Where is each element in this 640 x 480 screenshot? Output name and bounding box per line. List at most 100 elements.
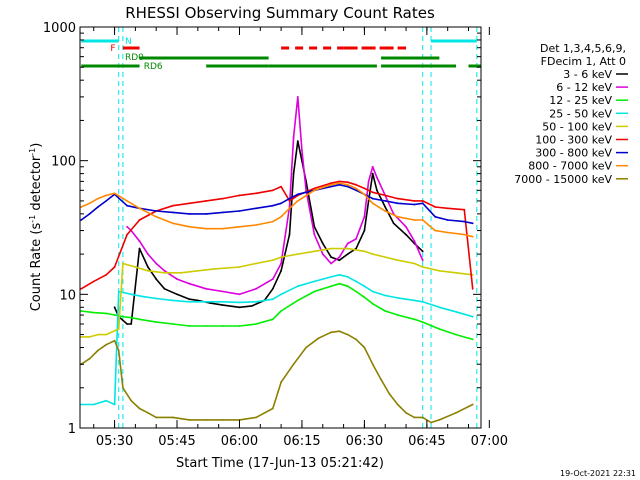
series-3-point-1	[92, 403, 95, 406]
series-7-point-9	[188, 225, 191, 228]
series-6-point-11	[221, 211, 224, 214]
series-8-point-17	[271, 407, 274, 410]
legend-label-5: 100 - 300 keV	[535, 134, 612, 147]
series-2-point-2	[105, 312, 108, 315]
legend-label-8: 7000 - 15000 keV	[514, 173, 612, 186]
series-5-point-0	[80, 287, 83, 290]
series-5-point-28	[434, 206, 437, 208]
series-4-point-18	[330, 247, 332, 250]
series-3-point-5	[130, 293, 133, 296]
series-6-point-12	[238, 210, 241, 212]
series-line-0	[113, 140, 424, 325]
series-4-point-8	[163, 271, 166, 274]
series-line-1	[126, 96, 424, 296]
series-0-point-37	[421, 250, 424, 253]
series-4-point-1	[88, 336, 91, 338]
series-0-point-24	[321, 242, 324, 245]
series-3-point-4	[117, 290, 120, 293]
series-7-point-26	[396, 215, 399, 218]
x-tick-label-5: 06:45	[408, 434, 445, 449]
series-8-point-2	[97, 349, 99, 352]
series-4-point-10	[196, 269, 199, 272]
legend-label-3: 25 - 50 keV	[549, 107, 612, 120]
series-5-point-12	[255, 192, 257, 195]
series-0-point-31	[371, 172, 374, 175]
series-0-point-5	[147, 266, 149, 268]
series-7-point-19	[330, 183, 332, 186]
legend: Det 1,3,4,5,6,9,FDecim 1, Att 03 - 6 keV…	[514, 42, 628, 186]
series-8-point-25	[355, 338, 357, 341]
series-2-point-25	[396, 314, 399, 316]
series-2-point-30	[471, 338, 474, 341]
series-8-point-36	[455, 411, 457, 414]
series-5	[80, 180, 474, 290]
series-8-point-35	[438, 419, 441, 421]
series-1-point-4	[155, 262, 158, 265]
y-tick-label-3: 1000	[43, 21, 76, 36]
series-0-point-29	[363, 229, 366, 232]
series-0-point-14	[251, 305, 253, 307]
series-3-point-22	[363, 285, 366, 288]
series-7-point-2	[97, 197, 99, 200]
series-5-point-26	[413, 200, 416, 202]
series-2-point-28	[438, 328, 441, 330]
series-6-point-32	[471, 222, 474, 225]
x-tick-label-0: 05:30	[96, 434, 133, 449]
series-6-point-15	[280, 202, 282, 205]
series-2-point-8	[172, 323, 174, 325]
series-5-point-25	[396, 197, 399, 200]
series-4-point-28	[471, 273, 474, 276]
series-6-point-16	[288, 197, 291, 200]
series-3-point-13	[255, 300, 257, 303]
series-0-point-25	[330, 256, 332, 258]
series-6	[80, 183, 474, 225]
x-tick-label-3: 06:15	[283, 434, 320, 449]
series-8-point-3	[105, 343, 108, 346]
series-0-point-7	[163, 287, 166, 290]
series-3-point-21	[355, 280, 357, 283]
series-line-7	[80, 182, 473, 238]
series-3-point-29	[455, 310, 457, 313]
series-5-point-3	[113, 266, 116, 268]
series-3-point-15	[280, 293, 282, 296]
series-6-point-31	[463, 220, 466, 223]
series-0-point-17	[280, 269, 282, 272]
series-6-point-28	[421, 202, 424, 205]
series-7-point-3	[105, 194, 108, 197]
series-7-point-4	[113, 192, 116, 195]
series-2-point-6	[138, 318, 141, 321]
flag-label-n: N	[125, 37, 132, 47]
series-0-point-20	[296, 140, 299, 143]
legend-label-1: 6 - 12 keV	[556, 81, 612, 94]
series-4-point-4	[117, 328, 120, 330]
series-2-point-1	[92, 311, 95, 314]
series-5-point-24	[384, 194, 387, 197]
series-8-point-22	[330, 331, 332, 334]
flag-label-rd0: RD0	[125, 53, 144, 63]
series-4	[80, 247, 474, 338]
series-1-point-28	[376, 176, 378, 179]
series-5-point-4	[126, 233, 128, 236]
series-8-point-24	[346, 333, 349, 336]
series-1	[126, 96, 424, 296]
series-7-point-11	[221, 227, 224, 230]
series-0-point-11	[209, 302, 212, 304]
series-3-point-6	[142, 295, 145, 298]
series-7-point-8	[172, 222, 174, 225]
series-8-point-7	[130, 399, 133, 402]
series-2-point-0	[80, 310, 83, 312]
series-7-point-25	[384, 210, 387, 212]
series-8-point-29	[388, 393, 391, 395]
series-4-point-25	[421, 266, 424, 268]
series-4-point-14	[271, 259, 274, 262]
legend-label-7: 800 - 7000 keV	[528, 160, 612, 173]
series-6-point-17	[296, 193, 299, 196]
series-1-point-16	[296, 96, 299, 98]
series-2-point-4	[122, 315, 124, 318]
series-0-point-0	[113, 306, 116, 309]
series-1-point-24	[355, 238, 357, 240]
series-6-point-30	[446, 219, 449, 221]
series-1-point-6	[176, 278, 178, 280]
series-5-point-31	[471, 287, 474, 290]
series-1-point-3	[147, 253, 149, 256]
